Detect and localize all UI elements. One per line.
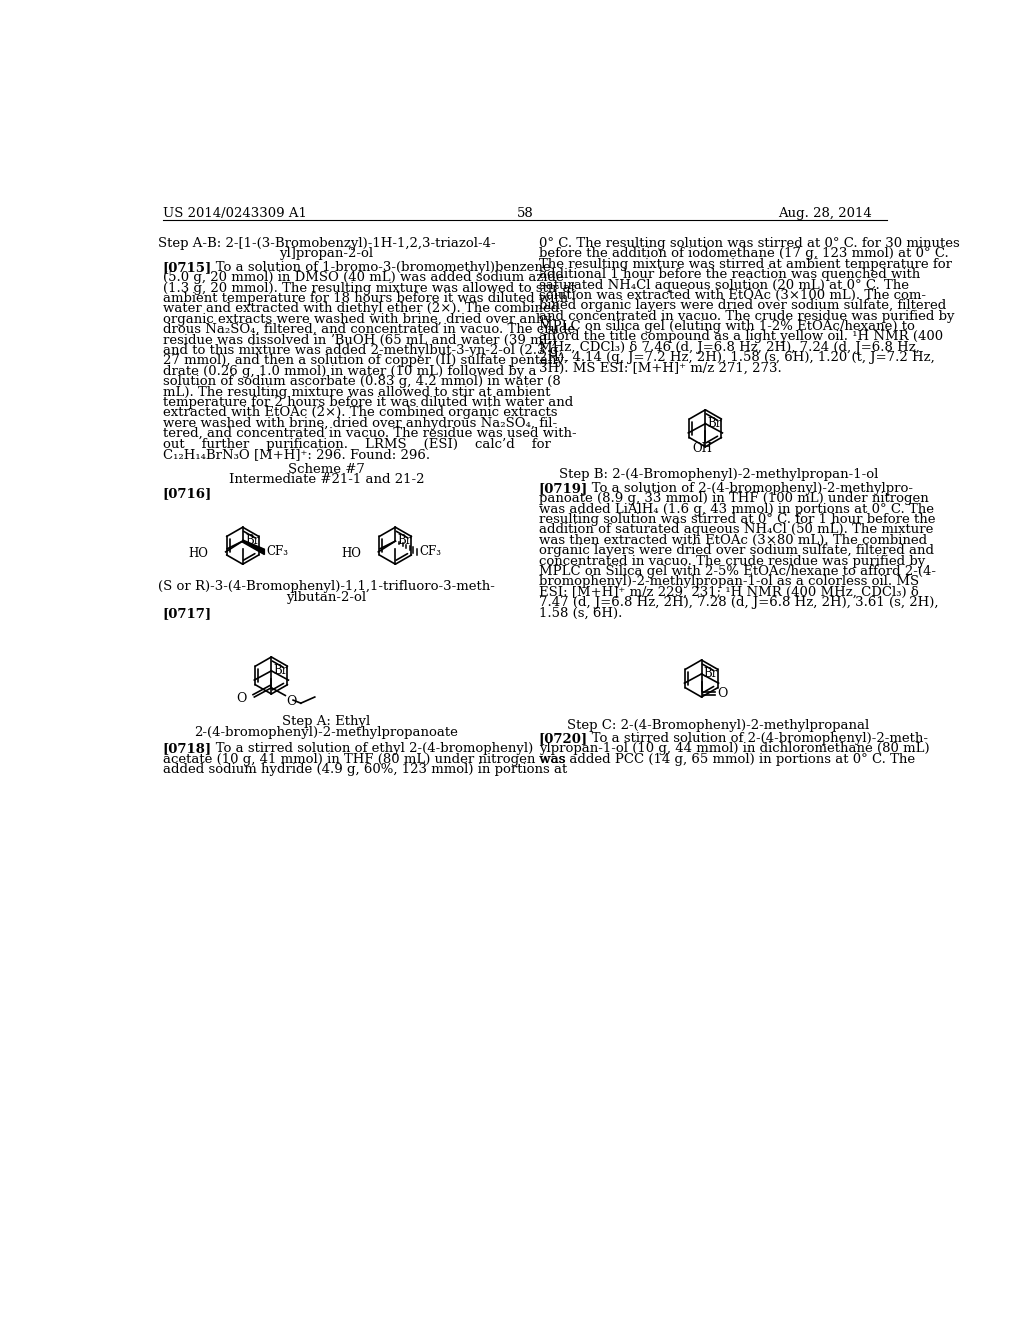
- Text: addition of saturated aqueous NH₄Cl (50 mL). The mixture: addition of saturated aqueous NH₄Cl (50 …: [539, 524, 933, 536]
- Text: ylbutan-2-ol: ylbutan-2-ol: [287, 591, 367, 603]
- Text: 2-(4-bromophenyl)-2-methylpropanoate: 2-(4-bromophenyl)-2-methylpropanoate: [195, 726, 459, 739]
- Text: To a stirred solution of ethyl 2-(4-bromophenyl): To a stirred solution of ethyl 2-(4-brom…: [203, 742, 534, 755]
- Text: Aug. 28, 2014: Aug. 28, 2014: [778, 207, 872, 220]
- Text: O: O: [237, 692, 247, 705]
- Text: [0718]: [0718]: [163, 742, 212, 755]
- Text: [0715]: [0715]: [163, 261, 212, 273]
- Text: C₁₂H₁₄BrN₃O [M+H]⁺: 296. Found: 296.: C₁₂H₁₄BrN₃O [M+H]⁺: 296. Found: 296.: [163, 447, 430, 461]
- Text: panoate (8.9 g, 33 mmol) in THF (100 mL) under nitrogen: panoate (8.9 g, 33 mmol) in THF (100 mL)…: [539, 492, 929, 506]
- Text: acetate (10 g, 41 mmol) in THF (80 mL) under nitrogen was: acetate (10 g, 41 mmol) in THF (80 mL) u…: [163, 752, 565, 766]
- Text: (5.0 g, 20 mmol) in DMSO (40 mL) was added sodium azide: (5.0 g, 20 mmol) in DMSO (40 mL) was add…: [163, 271, 563, 284]
- Text: Scheme #7: Scheme #7: [288, 463, 365, 477]
- Text: Step A-B: 2-[1-(3-Bromobenzyl)-1H-1,2,3-triazol-4-: Step A-B: 2-[1-(3-Bromobenzyl)-1H-1,2,3-…: [158, 238, 496, 249]
- Text: extracted with EtOAc (2×). The combined organic extracts: extracted with EtOAc (2×). The combined …: [163, 407, 557, 420]
- Text: Br: Br: [273, 664, 288, 677]
- Text: bined organic layers were dried over sodium sulfate, filtered: bined organic layers were dried over sod…: [539, 300, 946, 313]
- Text: solution was extracted with EtOAc (3×100 mL). The com-: solution was extracted with EtOAc (3×100…: [539, 289, 926, 302]
- Text: Step C: 2-(4-Bromophenyl)-2-methylpropanal: Step C: 2-(4-Bromophenyl)-2-methylpropan…: [567, 718, 869, 731]
- Text: (1.3 g, 20 mmol). The resulting mixture was allowed to stir at: (1.3 g, 20 mmol). The resulting mixture …: [163, 281, 575, 294]
- Text: O: O: [717, 688, 727, 701]
- Text: 0° C. The resulting solution was stirred at 0° C. for 30 minutes: 0° C. The resulting solution was stirred…: [539, 238, 959, 249]
- Text: resulting solution was stirred at 0° C. for 1 hour before the: resulting solution was stirred at 0° C. …: [539, 513, 935, 525]
- Text: 3H). MS ESI: [M+H]⁺ m/z 271, 273.: 3H). MS ESI: [M+H]⁺ m/z 271, 273.: [539, 362, 781, 375]
- Text: 58: 58: [516, 207, 534, 220]
- Text: Br: Br: [245, 535, 259, 548]
- Text: before the addition of iodomethane (17 g, 123 mmol) at 0° C.: before the addition of iodomethane (17 g…: [539, 247, 948, 260]
- Text: The resulting mixture was stirred at ambient temperature for: The resulting mixture was stirred at amb…: [539, 257, 951, 271]
- Text: added sodium hydride (4.9 g, 60%, 123 mmol) in portions at: added sodium hydride (4.9 g, 60%, 123 mm…: [163, 763, 567, 776]
- Text: To a stirred solution of 2-(4-bromophenyl)-2-meth-: To a stirred solution of 2-(4-bromopheny…: [579, 733, 928, 744]
- Text: mL). The resulting mixture was allowed to stir at ambient: mL). The resulting mixture was allowed t…: [163, 385, 550, 399]
- Text: 2H), 4.14 (q, J=7.2 Hz, 2H), 1.58 (s, 6H), 1.20 (t, J=7.2 Hz,: 2H), 4.14 (q, J=7.2 Hz, 2H), 1.58 (s, 6H…: [539, 351, 935, 364]
- Text: was added PCC (14 g, 65 mmol) in portions at 0° C. The: was added PCC (14 g, 65 mmol) in portion…: [539, 752, 914, 766]
- Text: O: O: [286, 694, 297, 708]
- Text: concentrated in vacuo. The crude residue was purified by: concentrated in vacuo. The crude residue…: [539, 554, 925, 568]
- Text: To a solution of 1-bromo-3-(bromomethyl)benzene: To a solution of 1-bromo-3-(bromomethyl)…: [203, 261, 551, 273]
- Text: out    further    purification.    LRMS    (ESI)    calc’d    for: out further purification. LRMS (ESI) cal…: [163, 437, 551, 450]
- Text: [0720]: [0720]: [539, 733, 588, 744]
- Text: ambient temperature for 18 hours before it was diluted with: ambient temperature for 18 hours before …: [163, 292, 568, 305]
- Text: were washed with brine, dried over anhydrous Na₂SO₄, fil-: were washed with brine, dried over anhyd…: [163, 417, 557, 430]
- Text: solution of sodium ascorbate (0.83 g, 4.2 mmol) in water (8: solution of sodium ascorbate (0.83 g, 4.…: [163, 375, 560, 388]
- Text: afford the title compound as a light yellow oil. ¹H NMR (400: afford the title compound as a light yel…: [539, 330, 943, 343]
- Text: US 2014/0243309 A1: US 2014/0243309 A1: [163, 207, 307, 220]
- Text: MPLC on Silica gel with 2-5% EtOAc/hexane to afford 2-(4-: MPLC on Silica gel with 2-5% EtOAc/hexan…: [539, 565, 936, 578]
- Text: OH: OH: [692, 442, 713, 455]
- Text: ESI: [M+H]⁺ m/z 229, 231; ¹H NMR (400 MHz, CDCl₃) δ: ESI: [M+H]⁺ m/z 229, 231; ¹H NMR (400 MH…: [539, 586, 919, 599]
- Text: [0716]: [0716]: [163, 487, 212, 500]
- Text: was then extracted with EtOAc (3×80 mL). The combined: was then extracted with EtOAc (3×80 mL).…: [539, 533, 927, 546]
- Text: drate (0.26 g, 1.0 mmol) in water (10 mL) followed by a: drate (0.26 g, 1.0 mmol) in water (10 mL…: [163, 364, 537, 378]
- Text: CF₃: CF₃: [266, 545, 289, 558]
- Text: Intermediate #21-1 and 21-2: Intermediate #21-1 and 21-2: [228, 474, 424, 486]
- Text: additional 1 hour before the reaction was quenched with: additional 1 hour before the reaction wa…: [539, 268, 920, 281]
- Polygon shape: [243, 540, 264, 554]
- Text: tered, and concentrated in vacuo. The residue was used with-: tered, and concentrated in vacuo. The re…: [163, 428, 577, 440]
- Text: residue was dissolved in ʼBuOH (65 mL and water (39 mL): residue was dissolved in ʼBuOH (65 mL an…: [163, 334, 556, 347]
- Text: Step B: 2-(4-Bromophenyl)-2-methylpropan-1-ol: Step B: 2-(4-Bromophenyl)-2-methylpropan…: [559, 469, 879, 482]
- Text: 7.47 (d, J=6.8 Hz, 2H), 7.28 (d, J=6.8 Hz, 2H), 3.61 (s, 2H),: 7.47 (d, J=6.8 Hz, 2H), 7.28 (d, J=6.8 H…: [539, 597, 938, 609]
- Text: bromophenyl)-2-methylpropan-1-ol as a colorless oil. MS: bromophenyl)-2-methylpropan-1-ol as a co…: [539, 576, 919, 589]
- Text: Br: Br: [703, 667, 718, 680]
- Text: water and extracted with diethyl ether (2×). The combined: water and extracted with diethyl ether (…: [163, 302, 559, 315]
- Text: To a solution of 2-(4-bromophenyl)-2-methylpro-: To a solution of 2-(4-bromophenyl)-2-met…: [579, 482, 913, 495]
- Text: organic layers were dried over sodium sulfate, filtered and: organic layers were dried over sodium su…: [539, 544, 934, 557]
- Text: [0719]: [0719]: [539, 482, 588, 495]
- Text: organic extracts were washed with brine, dried over anhy-: organic extracts were washed with brine,…: [163, 313, 556, 326]
- Text: (S or R)-3-(4-Bromophenyl)-1,1,1-trifluoro-3-meth-: (S or R)-3-(4-Bromophenyl)-1,1,1-trifluo…: [158, 581, 495, 594]
- Text: temperature for 2 hours before it was diluted with water and: temperature for 2 hours before it was di…: [163, 396, 573, 409]
- Text: saturated NH₄Cl aqueous solution (20 mL) at 0° C. The: saturated NH₄Cl aqueous solution (20 mL)…: [539, 279, 908, 292]
- Text: Br: Br: [397, 535, 412, 548]
- Text: MPLC on silica gel (eluting with 1-2% EtOAc/hexane) to: MPLC on silica gel (eluting with 1-2% Et…: [539, 321, 914, 333]
- Text: Step A: Ethyl: Step A: Ethyl: [283, 715, 371, 729]
- Text: yl]propan-2-ol: yl]propan-2-ol: [280, 247, 374, 260]
- Text: CF₃: CF₃: [420, 545, 441, 558]
- Text: HO: HO: [341, 546, 361, 560]
- Text: 27 mmol), and then a solution of copper (II) sulfate pentahy-: 27 mmol), and then a solution of copper …: [163, 354, 568, 367]
- Text: drous Na₂SO₄, filtered, and concentrated in vacuo. The crude: drous Na₂SO₄, filtered, and concentrated…: [163, 323, 575, 337]
- Text: was added LiAlH₄ (1.6 g, 43 mmol) in portions at 0° C. The: was added LiAlH₄ (1.6 g, 43 mmol) in por…: [539, 503, 934, 516]
- Text: MHz, CDCl₃) δ 7.46 (d, J=6.8 Hz, 2H), 7.24 (d, J=6.8 Hz,: MHz, CDCl₃) δ 7.46 (d, J=6.8 Hz, 2H), 7.…: [539, 341, 920, 354]
- Text: 1.58 (s, 6H).: 1.58 (s, 6H).: [539, 607, 623, 619]
- Text: and concentrated in vacuo. The crude residue was purified by: and concentrated in vacuo. The crude res…: [539, 310, 954, 322]
- Text: [0717]: [0717]: [163, 607, 212, 620]
- Text: HO: HO: [188, 546, 209, 560]
- Text: Br: Br: [708, 417, 722, 430]
- Text: ylpropan-1-ol (10 g, 44 mmol) in dichloromethane (80 mL): ylpropan-1-ol (10 g, 44 mmol) in dichlor…: [539, 742, 930, 755]
- Text: and to this mixture was added 2-methylbut-3-yn-2-ol (2.3 g,: and to this mixture was added 2-methylbu…: [163, 345, 562, 356]
